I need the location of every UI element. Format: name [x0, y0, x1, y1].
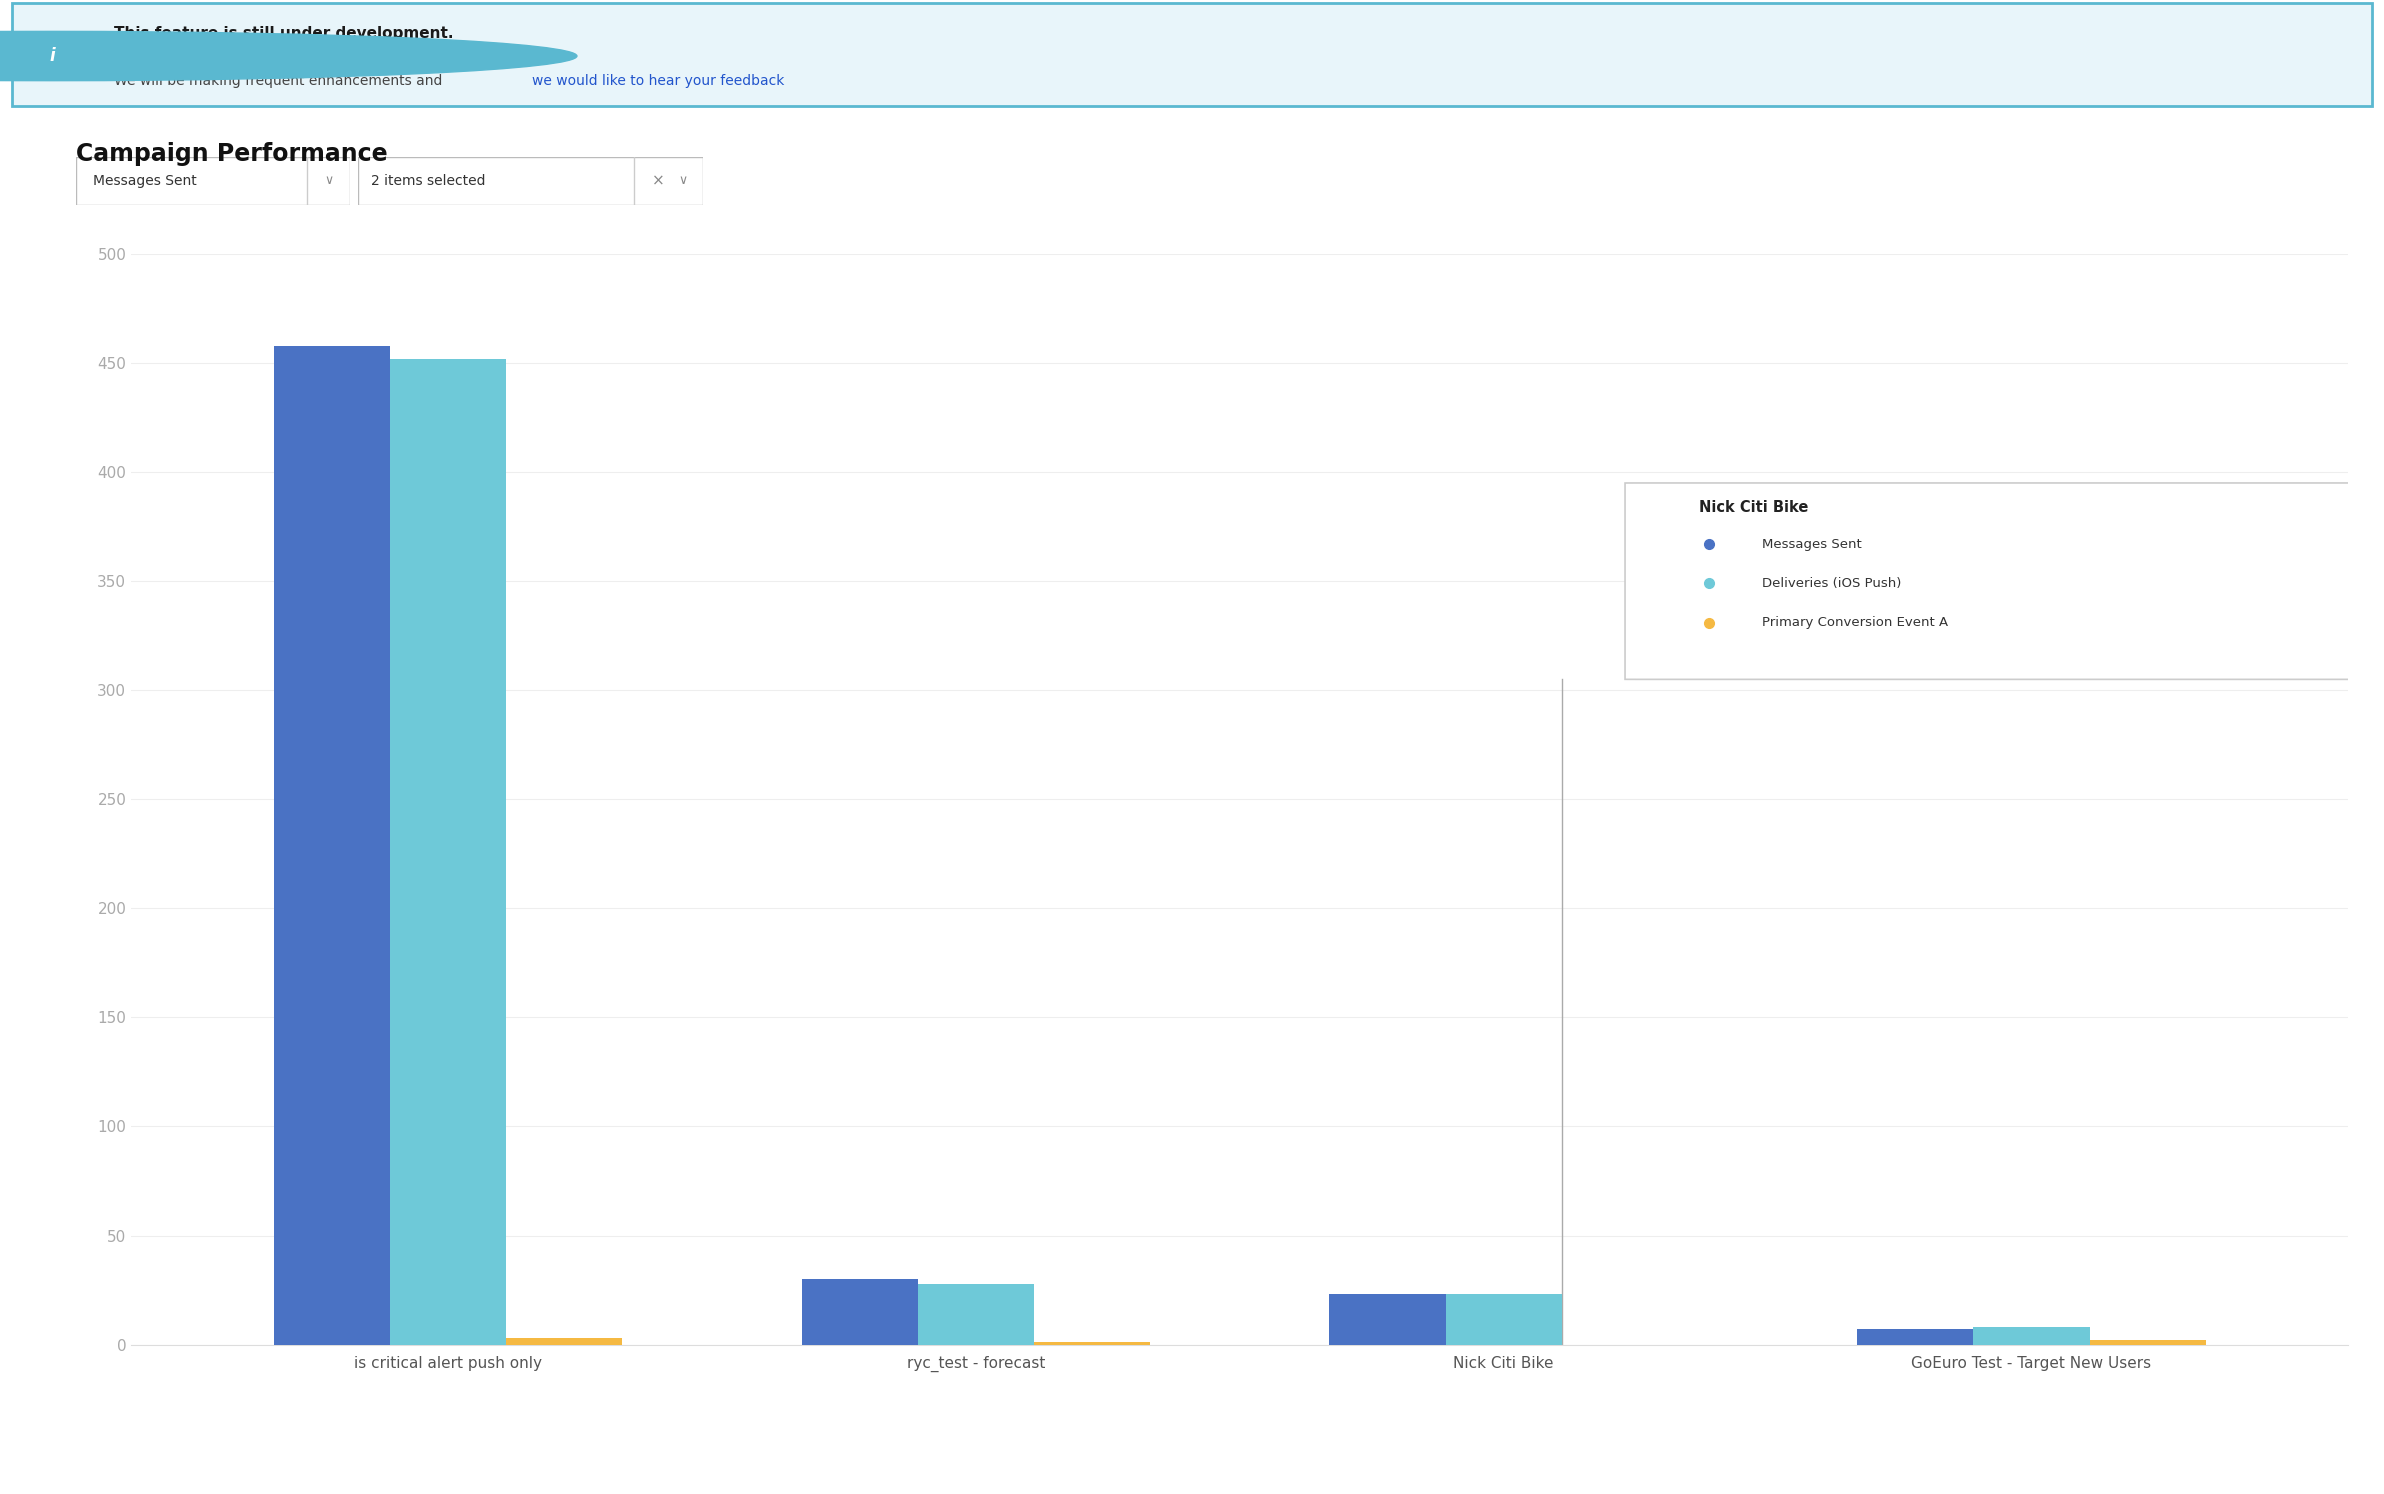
Bar — [2091, 1340, 2205, 1345]
Text: ∨: ∨ — [677, 175, 687, 187]
Bar — [505, 1339, 622, 1345]
Bar — [391, 359, 505, 1345]
Text: Deliveries (iOS Push): Deliveries (iOS Push) — [1762, 577, 1902, 590]
Bar — [1857, 1330, 1974, 1345]
Bar — [1035, 1343, 1149, 1345]
Bar — [1330, 1294, 1445, 1345]
Bar — [801, 1279, 918, 1345]
Circle shape — [0, 31, 577, 81]
Bar — [1445, 1294, 1562, 1345]
Text: This feature is still under development.: This feature is still under development. — [114, 25, 453, 42]
Bar — [274, 345, 391, 1345]
FancyBboxPatch shape — [1626, 483, 2384, 680]
Text: we would like to hear your feedback: we would like to hear your feedback — [532, 73, 784, 88]
Bar — [1974, 1327, 2091, 1345]
Text: ∨: ∨ — [324, 175, 334, 187]
Text: 2 items selected: 2 items selected — [372, 173, 486, 188]
Text: We will be making frequent enhancements and: We will be making frequent enhancements … — [114, 73, 448, 88]
Text: Messages Sent: Messages Sent — [93, 173, 195, 188]
Bar — [918, 1283, 1035, 1345]
Text: Nick Citi Bike: Nick Citi Bike — [1700, 500, 1809, 515]
FancyBboxPatch shape — [12, 3, 2372, 106]
Text: Campaign Performance: Campaign Performance — [76, 142, 389, 166]
Text: Messages Sent: Messages Sent — [1762, 538, 1862, 551]
Text: ×: × — [651, 173, 665, 188]
Text: i: i — [50, 46, 55, 66]
Text: Primary Conversion Event A: Primary Conversion Event A — [1762, 616, 1948, 629]
